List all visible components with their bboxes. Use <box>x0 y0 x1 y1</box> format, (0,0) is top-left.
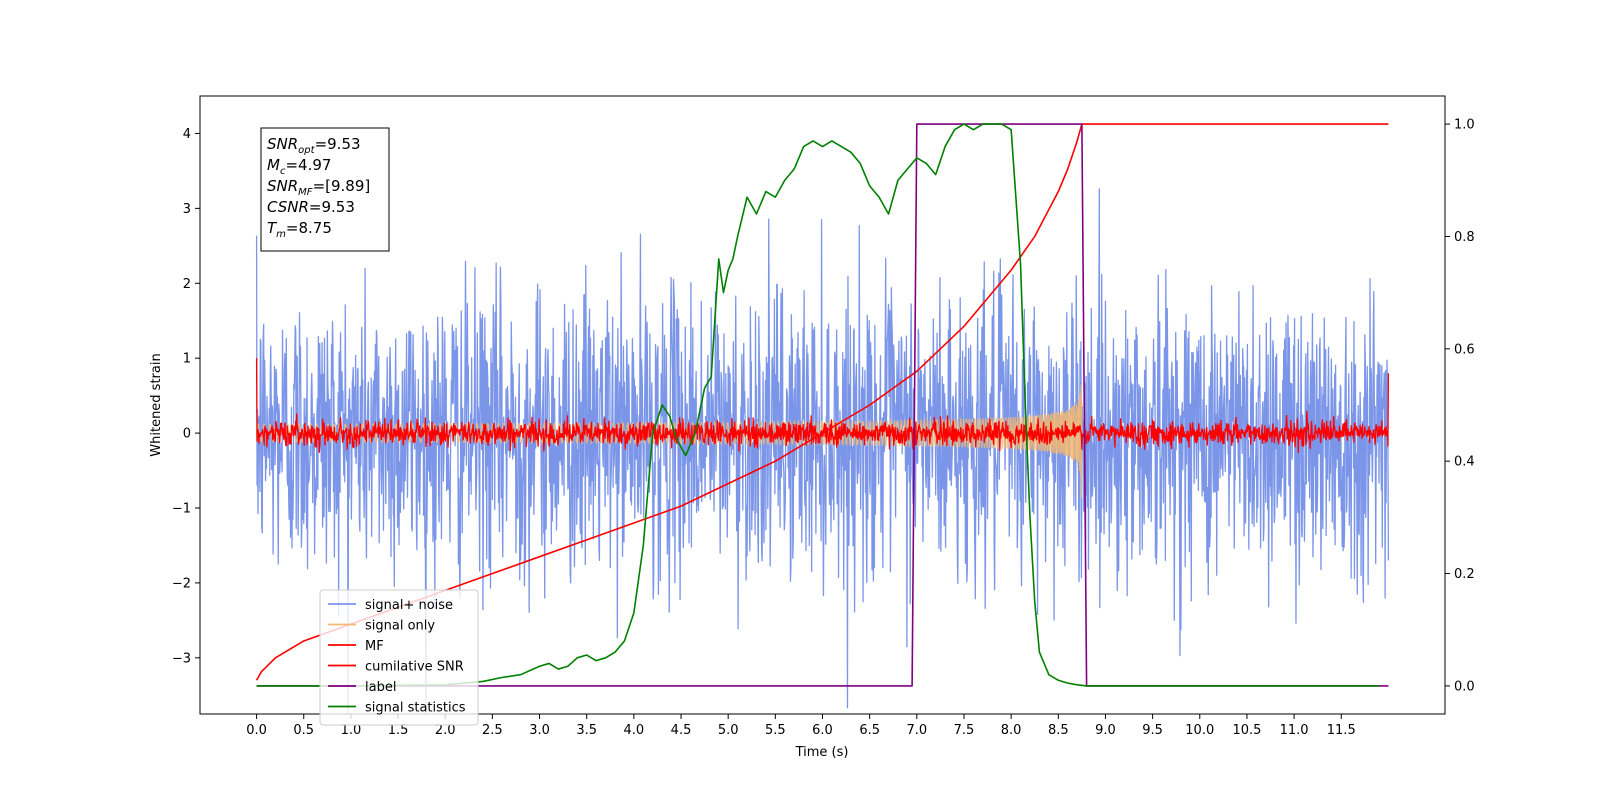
annotation-line: Mc=4.97 <box>267 156 331 177</box>
x-axis: 0.0 0.5 1.0 1.5 2.0 2.5 3.0 3.5 4.0 4.5 5.0 5.5 6.0 6… <box>246 714 1356 738</box>
x-tick-label: 10.0 <box>1185 723 1214 738</box>
x-tick-label: 6.5 <box>859 723 880 738</box>
x-tick-label: 4.0 <box>624 723 645 738</box>
x-tick-label: 11.0 <box>1280 723 1309 738</box>
legend: signal+ noise signal only MF cumilative SNR… <box>319 589 479 726</box>
y2-tick-label: 0.6 <box>1454 342 1475 357</box>
series-2-line <box>255 358 1390 454</box>
x-tick-label: 9.5 <box>1142 723 1163 738</box>
x-tick-label: 4.5 <box>671 723 692 738</box>
y2-tick-label: 1.0 <box>1454 118 1475 133</box>
y2-tick-label: 0.4 <box>1454 455 1475 470</box>
y-tick-label: 2 <box>183 277 191 292</box>
x-tick-label: 11.5 <box>1327 723 1356 738</box>
x-tick-label: 2.0 <box>435 723 456 738</box>
x-tick-label: 6.0 <box>812 723 833 738</box>
x-axis-label: Time (s) <box>795 745 849 760</box>
x-tick-label: 1.5 <box>388 723 409 738</box>
x-tick-label: 9.0 <box>1095 723 1116 738</box>
y-tick-label: −1 <box>172 502 191 517</box>
series-0-line <box>255 188 1390 714</box>
x-tick-label: 7.0 <box>906 723 927 738</box>
annotation-line: CSNR=9.53 <box>267 198 355 216</box>
y-axis-label: Whitened strain <box>149 353 164 456</box>
x-tick-label: 1.0 <box>341 723 362 738</box>
x-tick-label: 3.0 <box>529 723 550 738</box>
legend-entry: signal statistics <box>365 701 466 716</box>
x-tick-label: 5.0 <box>718 723 739 738</box>
y-tick-label: 3 <box>183 202 191 217</box>
annotation-line: SNRMF=[9.89] <box>267 177 370 198</box>
annotation-line: SNRopt=9.53 <box>267 135 361 156</box>
y-tick-label: −3 <box>172 651 191 666</box>
y-tick-label: 0 <box>183 427 191 442</box>
annotation-line: Tm=8.75 <box>267 219 332 240</box>
x-tick-label: 2.5 <box>482 723 503 738</box>
series-1-line <box>255 385 1083 498</box>
legend-frame <box>319 589 479 726</box>
x-tick-label: 3.5 <box>576 723 597 738</box>
y-axis-right: 0.0 0.2 0.4 0.6 0.8 1.0 <box>1445 118 1475 694</box>
y-axis-left: −3 −2 −1 0 1 2 3 4 <box>172 127 200 666</box>
x-tick-label: 10.5 <box>1232 723 1261 738</box>
series-5-line <box>256 123 1379 687</box>
y-tick-label: 1 <box>183 352 191 367</box>
x-tick-label: 7.5 <box>954 723 975 738</box>
legend-entry: cumilative SNR <box>365 660 464 675</box>
y2-tick-label: 0.0 <box>1454 679 1475 694</box>
y-tick-label: 4 <box>183 127 191 142</box>
x-tick-label: 8.0 <box>1001 723 1022 738</box>
legend-entry: signal+ noise <box>365 598 453 613</box>
x-tick-label: 5.5 <box>765 723 786 738</box>
y-tick-label: −2 <box>172 576 191 591</box>
annotation-frame <box>260 127 390 252</box>
x-tick-label: 8.5 <box>1048 723 1069 738</box>
x-tick-label: 0.5 <box>293 723 314 738</box>
legend-entry: signal only <box>365 619 435 634</box>
legend-entry: MF <box>365 639 384 654</box>
y2-tick-label: 0.8 <box>1454 230 1475 245</box>
y2-tick-label: 0.2 <box>1454 567 1475 582</box>
legend-entry: label <box>365 680 396 695</box>
x-tick-label: 0.0 <box>246 723 267 738</box>
